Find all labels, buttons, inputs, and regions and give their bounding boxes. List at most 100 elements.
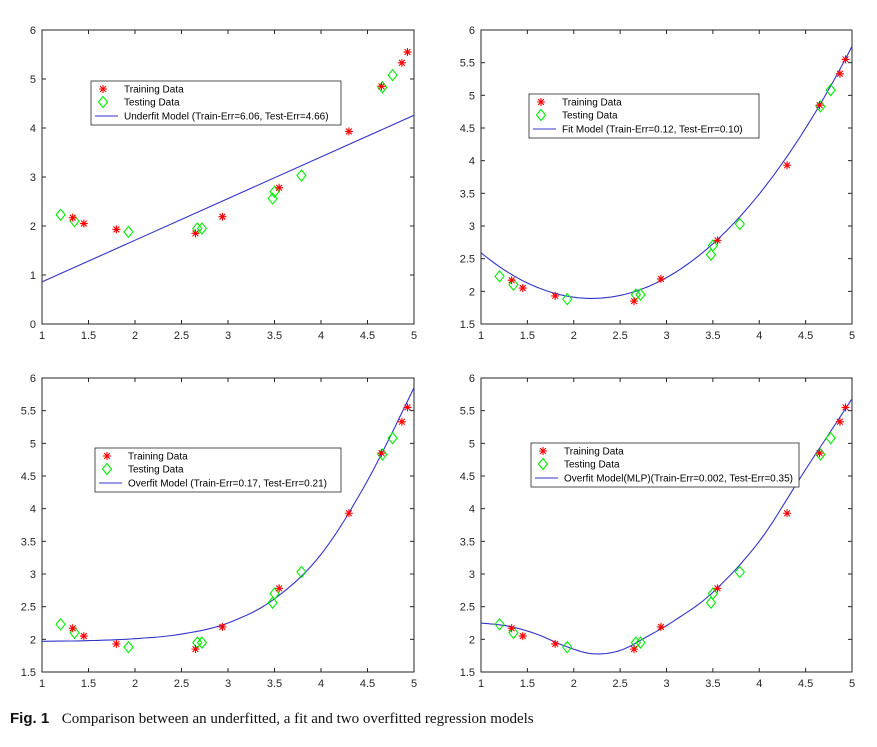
training-point: [551, 291, 560, 300]
training-point: [403, 403, 412, 412]
x-tick-label: 1.5: [520, 330, 535, 342]
training-point: [835, 417, 844, 426]
training-point: [783, 161, 792, 170]
training-point: [275, 183, 284, 192]
x-tick-label: 4.5: [360, 330, 375, 342]
testing-point: [55, 617, 66, 631]
y-tick-label: 5.5: [460, 58, 475, 70]
training-point: [841, 55, 850, 64]
legend-testing-marker: [97, 95, 109, 109]
legend-training-marker: [537, 98, 545, 106]
y-tick-label: 1.5: [460, 319, 475, 331]
y-tick-label: 0: [30, 319, 36, 331]
training-point: [713, 236, 722, 245]
testing-point: [267, 192, 278, 205]
model-curve: [481, 46, 852, 299]
y-tick-label: 2: [30, 634, 36, 646]
y-tick-label: 3: [30, 569, 36, 581]
testing-point: [123, 225, 134, 239]
testing-point: [707, 239, 719, 252]
y-tick-label: 3: [469, 221, 475, 233]
model-curve: [42, 114, 414, 283]
x-tick-label: 2.5: [612, 678, 627, 690]
x-tick-label: 1: [39, 678, 45, 690]
legend: Training Data Testing Data Underfit Model …: [90, 80, 342, 126]
y-tick-label: 4: [469, 156, 475, 168]
x-tick-label: 1.5: [81, 330, 96, 342]
testing-point: [192, 636, 203, 649]
x-tick-label: 4.5: [798, 678, 813, 690]
training-point: [835, 69, 844, 78]
y-tick-label: 5: [30, 438, 36, 450]
training-point: [68, 624, 77, 633]
y-tick-label: 5.5: [21, 406, 36, 418]
legend-entry: Testing Data: [124, 98, 180, 109]
testing-point: [705, 248, 717, 262]
testing-point: [734, 217, 745, 231]
testing-point: [123, 640, 134, 654]
y-tick-label: 2: [30, 221, 36, 233]
testing-point: [69, 626, 80, 640]
x-tick-label: 5: [849, 678, 855, 690]
testing-point: [196, 636, 208, 649]
testing-point: [196, 222, 208, 235]
x-tick-label: 5: [411, 678, 417, 690]
training-point: [275, 584, 284, 593]
training-point: [112, 225, 121, 234]
x-tick-label: 2: [132, 678, 138, 690]
y-tick-label: 5: [469, 438, 475, 450]
legend-entry: Fit Model (Train-Err=0.12, Test-Err=0.10…: [562, 125, 743, 136]
training-point: [551, 639, 560, 648]
training-point: [518, 632, 527, 641]
training-point: [112, 639, 121, 648]
legend-entry: Testing Data: [562, 111, 618, 122]
training-point: [403, 48, 412, 57]
x-tick-label: 3: [663, 678, 669, 690]
testing-point: [562, 292, 573, 306]
legend-entry: Underfit Model (Train-Err=6.06, Test-Err…: [124, 112, 329, 123]
training-point: [397, 417, 406, 426]
training-point: [68, 213, 77, 222]
training-point: [656, 274, 665, 283]
legend-entry: Overfit Model (Train-Err=0.17, Test-Err=…: [128, 479, 327, 490]
x-tick-label: 1.5: [81, 678, 96, 690]
x-tick-label: 4: [318, 330, 324, 342]
training-point: [507, 276, 516, 285]
x-tick-label: 1: [478, 678, 484, 690]
y-tick-label: 1.5: [21, 667, 36, 679]
testing-point: [494, 617, 505, 631]
caption-label: Fig. 1: [10, 710, 50, 727]
training-point: [630, 297, 639, 306]
y-tick-label: 4.5: [21, 471, 36, 483]
testing-point: [494, 269, 505, 283]
testing-point: [377, 80, 388, 94]
chart-panel-3: 1 1.5 2 2.5 3 3.5 4 4.5 51.522.533.544.555.56Tra…: [21, 373, 417, 690]
y-tick-label: 2.5: [21, 602, 36, 614]
training-point: [656, 622, 665, 631]
figure-caption: Fig. 1 Comparison between an underfitted…: [10, 710, 870, 728]
training-point: [815, 101, 824, 110]
training-point: [344, 127, 353, 136]
x-tick-label: 2: [571, 330, 577, 342]
y-tick-label: 3.5: [460, 536, 475, 548]
training-point: [191, 645, 200, 654]
legend-entry: Training Data: [564, 447, 624, 458]
testing-point: [630, 636, 642, 649]
training-point: [841, 403, 850, 412]
legend-box: [94, 447, 342, 493]
y-tick-label: 4.5: [460, 123, 475, 135]
training-point: [344, 509, 353, 518]
legend-entry: Training Data: [124, 85, 184, 96]
y-tick-label: 2.5: [460, 602, 475, 614]
x-tick-label: 3: [225, 330, 231, 342]
chart-panel-4: 1 1.5 2 2.5 3 3.5 4 4.5 51.522.533.544.555.56Tra…: [460, 373, 855, 690]
x-tick-label: 2.5: [174, 330, 189, 342]
x-tick-label: 4.5: [360, 678, 375, 690]
x-tick-label: 2.5: [612, 330, 627, 342]
x-tick-label: 1.5: [520, 678, 535, 690]
testing-point: [825, 83, 836, 97]
y-tick-label: 5: [469, 90, 475, 102]
legend: Training Data Testing Data Overfit Model(M…: [530, 442, 800, 488]
training-point: [377, 449, 386, 458]
training-point: [713, 584, 722, 593]
